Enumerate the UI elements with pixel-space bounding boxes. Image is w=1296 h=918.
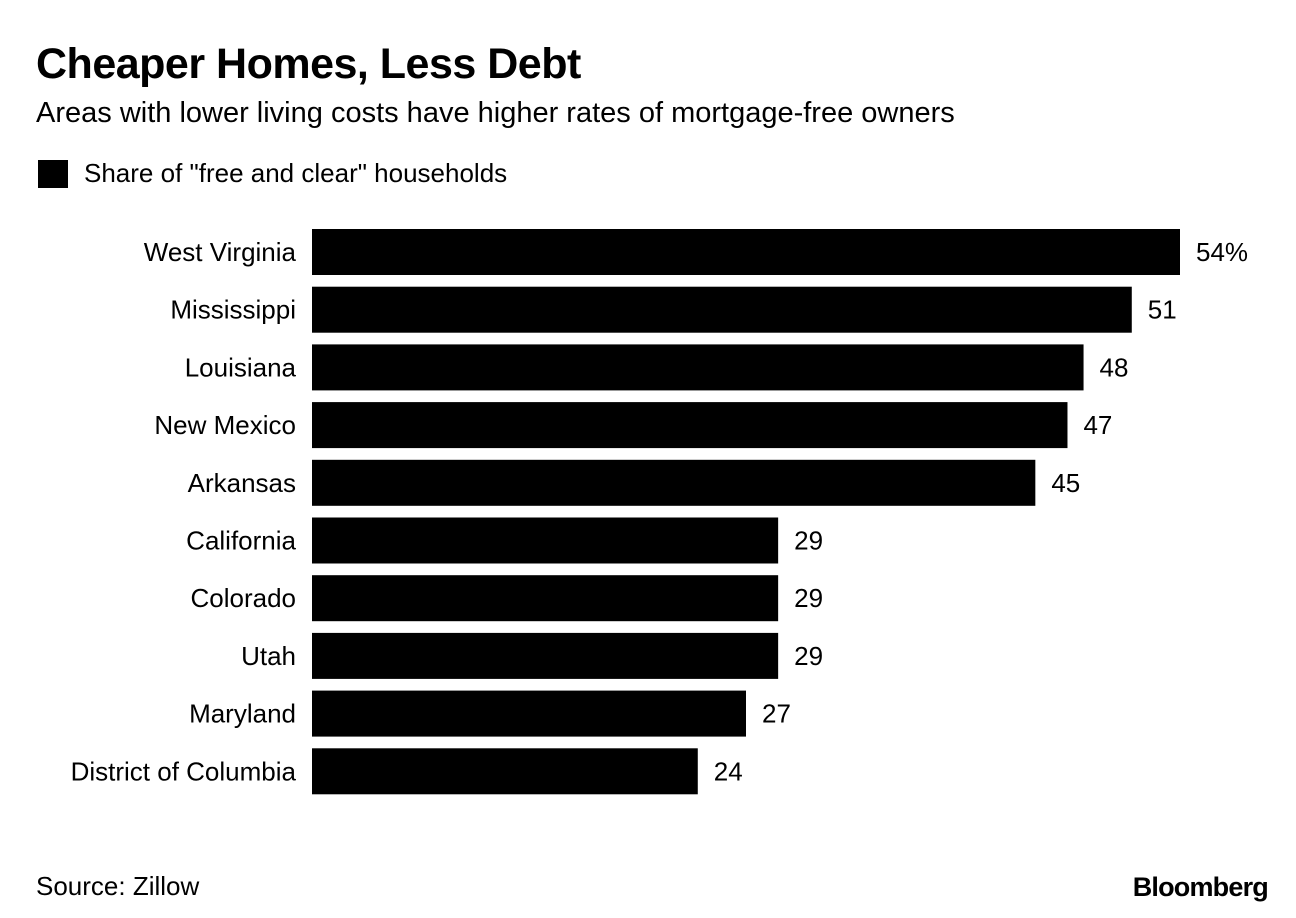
category-label: Maryland xyxy=(189,699,296,729)
value-label: 47 xyxy=(1083,410,1112,440)
category-label: Louisiana xyxy=(185,352,297,382)
value-label: 54% xyxy=(1196,237,1248,267)
bar xyxy=(312,575,779,622)
source-note: Source: Zillow xyxy=(36,871,200,901)
value-label: 27 xyxy=(762,699,791,729)
bar xyxy=(312,344,1084,391)
bar xyxy=(312,229,1180,275)
legend: Share of "free and clear" households xyxy=(38,158,507,189)
category-label: Arkansas xyxy=(188,468,296,498)
category-label: West Virginia xyxy=(144,237,297,267)
chart-subtitle: Areas with lower living costs have highe… xyxy=(36,97,955,129)
category-label: Mississippi xyxy=(170,295,296,325)
chart-title: Cheaper Homes, Less Debt xyxy=(36,40,581,88)
bar xyxy=(312,632,779,679)
category-label: Utah xyxy=(241,641,296,671)
bar xyxy=(312,286,1132,333)
bloomberg-logo: Bloomberg xyxy=(1132,872,1269,902)
value-label: 24 xyxy=(714,756,743,786)
category-label: Colorado xyxy=(190,583,296,613)
category-label: New Mexico xyxy=(154,410,296,440)
bar xyxy=(312,690,746,737)
bar xyxy=(312,459,1036,506)
value-label: 48 xyxy=(1100,352,1129,382)
bar xyxy=(312,748,698,795)
value-label: 29 xyxy=(794,583,823,613)
value-label: 29 xyxy=(794,526,823,556)
bar xyxy=(312,402,1068,449)
value-label: 45 xyxy=(1051,468,1080,498)
legend-swatch xyxy=(38,159,68,188)
legend-label: Share of "free and clear" households xyxy=(84,158,508,188)
bar xyxy=(312,517,779,564)
category-label: District of Columbia xyxy=(71,756,297,786)
category-label: California xyxy=(186,526,296,556)
value-label: 29 xyxy=(794,641,823,671)
value-label: 51 xyxy=(1148,295,1177,325)
